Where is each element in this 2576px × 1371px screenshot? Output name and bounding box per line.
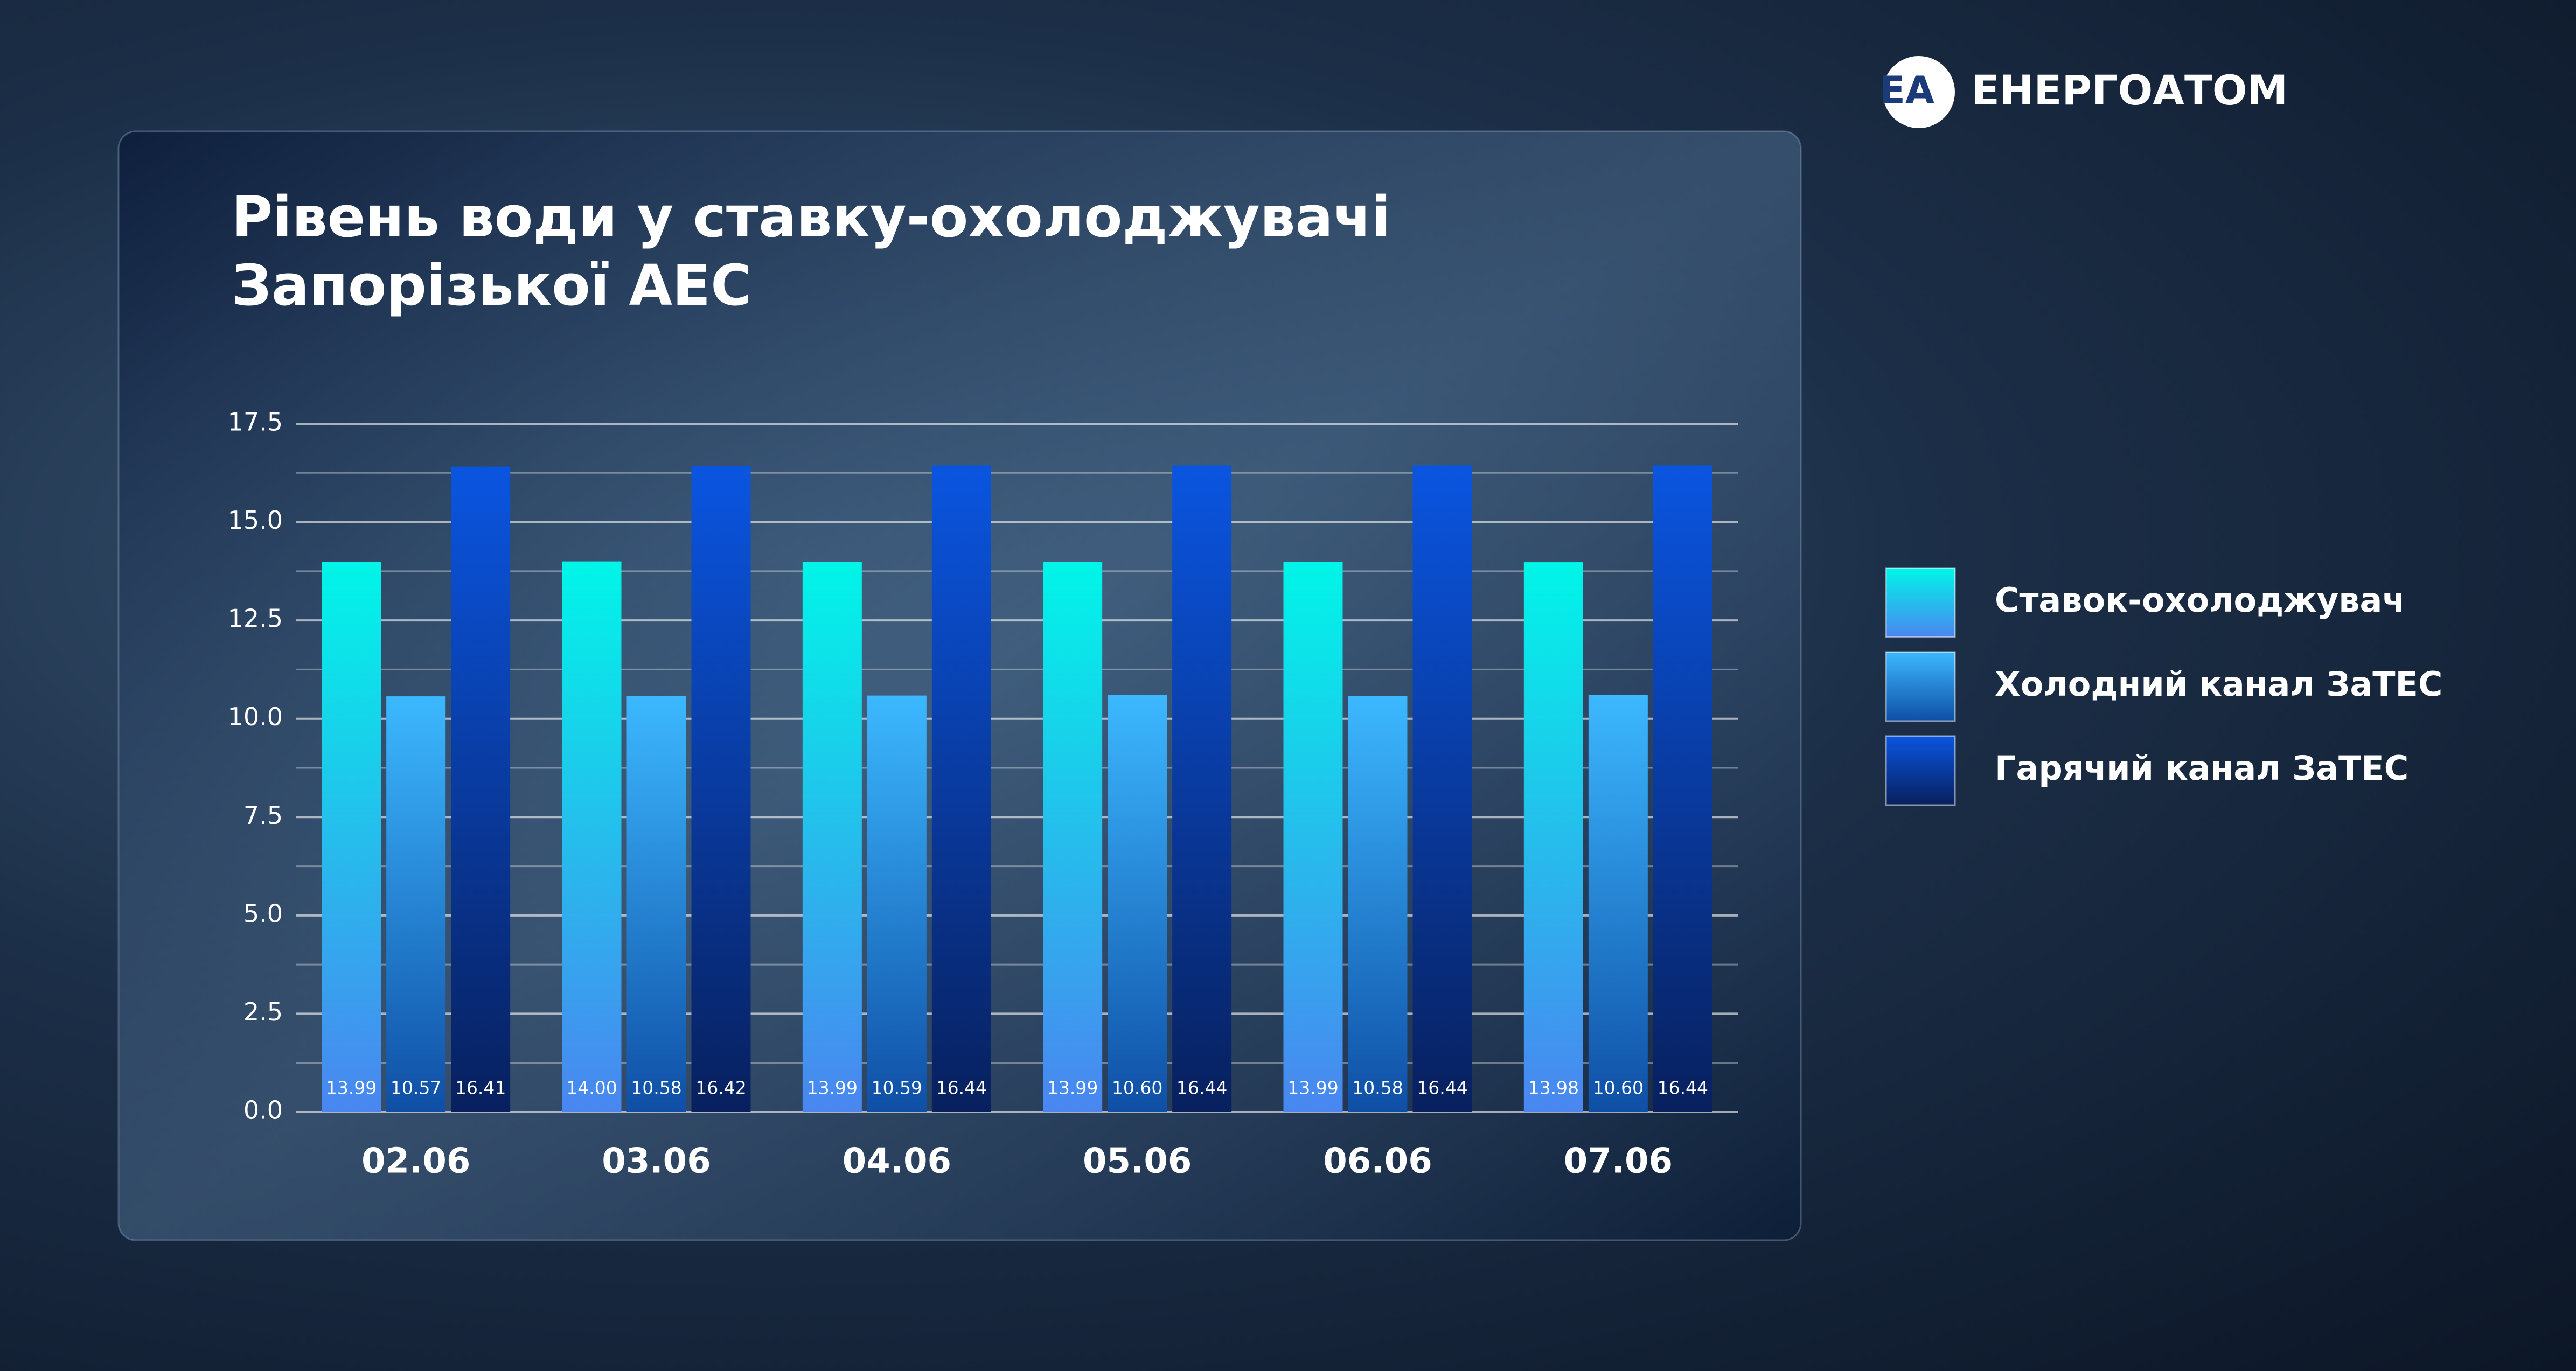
- y-tick-label: 17.5: [228, 408, 283, 437]
- x-tick-label: 07.06: [1564, 1142, 1673, 1181]
- y-tick-label: 2.5: [243, 997, 283, 1026]
- logo-mark: EA: [1879, 68, 1934, 113]
- data-label: 10.58: [631, 1078, 681, 1099]
- bar: [1523, 562, 1583, 1112]
- data-label: 10.57: [391, 1078, 441, 1099]
- chart-title: Рівень води у ставку-охолоджувачі Запорі…: [232, 184, 1391, 318]
- x-tick-label: 03.06: [602, 1142, 711, 1181]
- x-tick-label: 05.06: [1083, 1142, 1192, 1181]
- bar: [1412, 465, 1472, 1112]
- x-tick-label: 06.06: [1323, 1142, 1432, 1181]
- data-label: 16.42: [695, 1078, 746, 1099]
- data-label: 10.60: [1112, 1078, 1162, 1099]
- x-tick-label: 04.06: [843, 1142, 951, 1181]
- data-label: 16.44: [1658, 1078, 1708, 1099]
- data-label: 13.98: [1528, 1078, 1579, 1099]
- bar: [1172, 465, 1232, 1112]
- brand: ЕНЕРГОАТОМ: [1972, 66, 2288, 114]
- bar: [386, 696, 446, 1112]
- legend-label: Холодний канал ЗаТЕС: [1995, 664, 2442, 704]
- y-tick-label: 12.5: [228, 604, 283, 633]
- y-tick-label: 15.0: [228, 506, 283, 535]
- data-label: 10.60: [1593, 1078, 1644, 1099]
- bar: [562, 561, 622, 1112]
- data-label: 16.41: [455, 1078, 506, 1099]
- logo-icon: [1883, 56, 1955, 128]
- bar: [1043, 562, 1103, 1112]
- data-label: 10.59: [872, 1078, 922, 1099]
- data-label: 13.99: [807, 1078, 858, 1099]
- bar: [931, 465, 991, 1112]
- bar: [691, 466, 751, 1112]
- legend-swatch: [1885, 651, 1956, 722]
- legend-swatch: [1885, 567, 1956, 638]
- data-label: 13.99: [1047, 1078, 1098, 1099]
- data-label: 16.44: [1176, 1078, 1227, 1099]
- bar: [1653, 465, 1712, 1112]
- legend-label: Ставок-охолоджувач: [1995, 580, 2405, 620]
- data-label: 13.99: [326, 1078, 377, 1099]
- bar: [1283, 562, 1343, 1112]
- bar: [451, 466, 511, 1113]
- data-label: 10.58: [1352, 1078, 1403, 1099]
- data-label: 16.44: [936, 1078, 987, 1099]
- bar: [1348, 696, 1408, 1112]
- data-label: 14.00: [566, 1078, 617, 1099]
- bar: [322, 562, 381, 1112]
- y-tick-label: 0.0: [243, 1096, 283, 1125]
- bar: [802, 562, 862, 1112]
- data-label: 16.44: [1417, 1078, 1467, 1099]
- data-label: 13.99: [1287, 1078, 1338, 1099]
- bar: [867, 695, 927, 1112]
- y-tick-label: 7.5: [243, 801, 283, 830]
- legend-label: Гарячий канал ЗаТЕС: [1995, 749, 2408, 788]
- y-tick-label: 5.0: [243, 899, 283, 928]
- x-tick-label: 02.06: [361, 1142, 470, 1181]
- y-tick-label: 10.0: [228, 702, 283, 731]
- bar: [1588, 695, 1648, 1112]
- legend-swatch: [1885, 735, 1956, 806]
- bar: [1108, 695, 1167, 1112]
- bar: [626, 696, 686, 1112]
